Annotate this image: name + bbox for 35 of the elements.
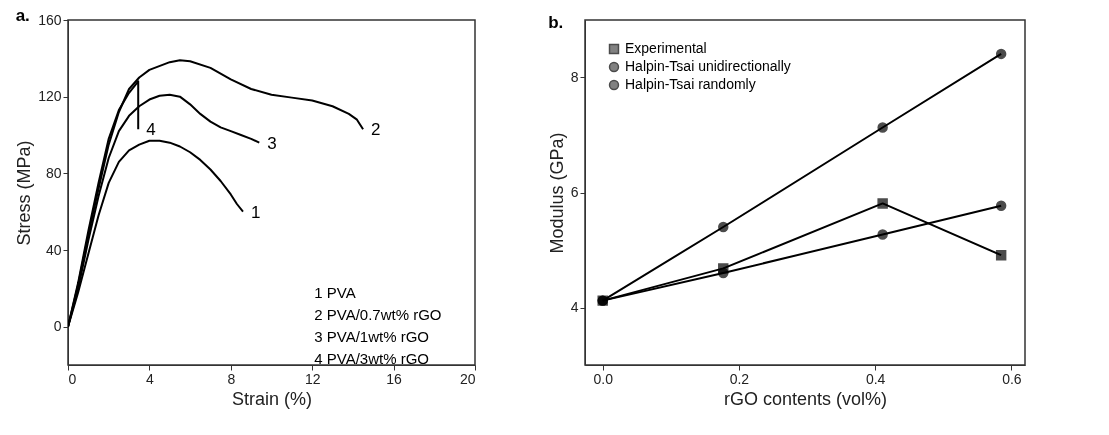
y-tick-label: 40 <box>45 241 62 258</box>
x-tick-label: 20 <box>459 370 476 387</box>
y-tick-label: 80 <box>45 164 62 181</box>
y-tick-label: 120 <box>38 88 62 105</box>
x-tick-label: 0 <box>68 370 77 387</box>
chart-title: a. <box>15 6 30 25</box>
annotation: 3 PVA/1wt% rGO <box>314 327 429 345</box>
x-axis-title: Strain (%) <box>231 388 313 409</box>
x-tick-label: 0.0 <box>593 370 614 387</box>
y-tick-label: 4 <box>570 299 579 315</box>
legend-label: Experimental <box>625 40 707 56</box>
x-tick-label: 16 <box>386 370 403 387</box>
annotation: 3 <box>267 133 277 153</box>
x-tick-label: 4 <box>146 370 154 387</box>
x-tick-label: 0.4 <box>865 370 886 387</box>
y-tick-label: 0 <box>53 318 62 335</box>
legend-label: Halpin-Tsai unidirectionally <box>625 58 791 74</box>
annotation: 4 <box>146 120 156 140</box>
annotation: 2 <box>371 120 381 140</box>
x-tick-label: 0.2 <box>729 370 750 387</box>
x-tick-label: 0.6 <box>1002 370 1022 387</box>
y-tick-label: 160 <box>38 11 62 28</box>
x-tick-label: 8 <box>227 370 236 387</box>
annotation: 2 PVA/0.7wt% rGO <box>314 305 442 323</box>
annotation: 1 PVA <box>314 283 356 301</box>
x-tick-label: 12 <box>304 370 321 387</box>
y-axis-title: Stress (MPa) <box>14 140 35 246</box>
chart-title: b. <box>548 13 564 32</box>
legend-label: Halpin-Tsai randomly <box>625 76 756 92</box>
y-axis-title: Modulus (GPa) <box>546 132 567 254</box>
y-tick-label: 6 <box>570 184 579 200</box>
x-axis-title: rGO contents (vol%) <box>723 388 888 409</box>
annotation: 4 PVA/3wt% rGO <box>314 349 429 367</box>
y-tick-label: 8 <box>570 69 579 85</box>
annotation: 1 <box>251 202 261 222</box>
